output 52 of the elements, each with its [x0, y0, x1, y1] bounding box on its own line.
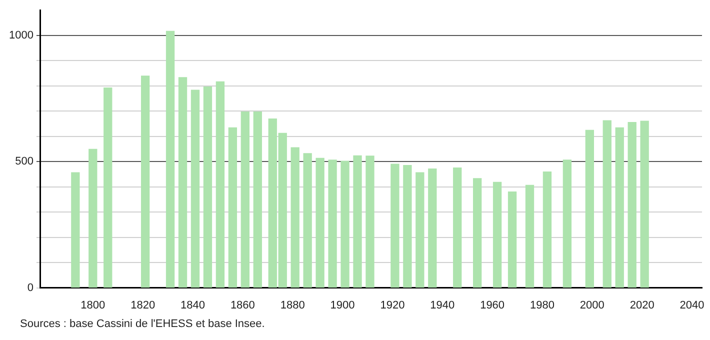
bar	[640, 120, 649, 288]
y-tick-label: 1000	[8, 29, 34, 42]
bar	[303, 153, 312, 288]
bar	[353, 155, 362, 288]
bar	[416, 172, 424, 288]
bar	[88, 148, 98, 288]
bar	[240, 111, 250, 288]
x-tick-label: 1840	[180, 299, 205, 312]
x-tick-label: 1960	[480, 299, 505, 312]
bar	[340, 160, 350, 288]
bar	[328, 160, 337, 288]
bar	[562, 160, 572, 288]
bar	[525, 184, 534, 288]
y-tick-label: 500	[15, 156, 34, 168]
x-tick-label: 1980	[530, 299, 554, 312]
bar	[178, 77, 188, 288]
bar	[104, 87, 112, 288]
bar	[140, 76, 150, 288]
bar	[390, 164, 400, 288]
bar	[628, 122, 636, 288]
bar	[453, 168, 462, 288]
x-tick-label: 1820	[130, 299, 156, 312]
x-tick-label: 1860	[230, 299, 255, 312]
y-tick-label: 0	[27, 282, 34, 294]
x-tick-label: 1900	[330, 299, 355, 312]
x-tick-label: 2040	[680, 299, 704, 312]
bar	[542, 172, 552, 288]
x-tick-label: 1940	[430, 299, 455, 312]
bar	[366, 156, 374, 288]
bar	[508, 192, 517, 288]
bar	[71, 172, 80, 288]
x-tick-label: 1920	[380, 299, 405, 312]
bar	[203, 86, 212, 288]
bar	[216, 81, 225, 288]
bar	[428, 168, 437, 288]
bar	[492, 182, 502, 288]
bar	[615, 127, 624, 288]
source-note: Sources : base Cassini de l'EHESS et base Insee.	[20, 318, 265, 330]
x-tick-label: 1880	[280, 299, 305, 312]
bar	[473, 178, 482, 288]
x-tick-label: 1800	[80, 299, 106, 312]
bar	[166, 30, 175, 288]
bar	[190, 90, 200, 288]
bar	[253, 111, 262, 288]
bar	[602, 120, 612, 288]
x-tick-label: 2020	[630, 299, 654, 312]
x-tick-label: 2000	[580, 299, 604, 312]
bar	[290, 147, 300, 288]
bar	[228, 127, 238, 288]
bar	[403, 164, 412, 288]
bar	[316, 158, 324, 288]
bar	[585, 130, 594, 288]
